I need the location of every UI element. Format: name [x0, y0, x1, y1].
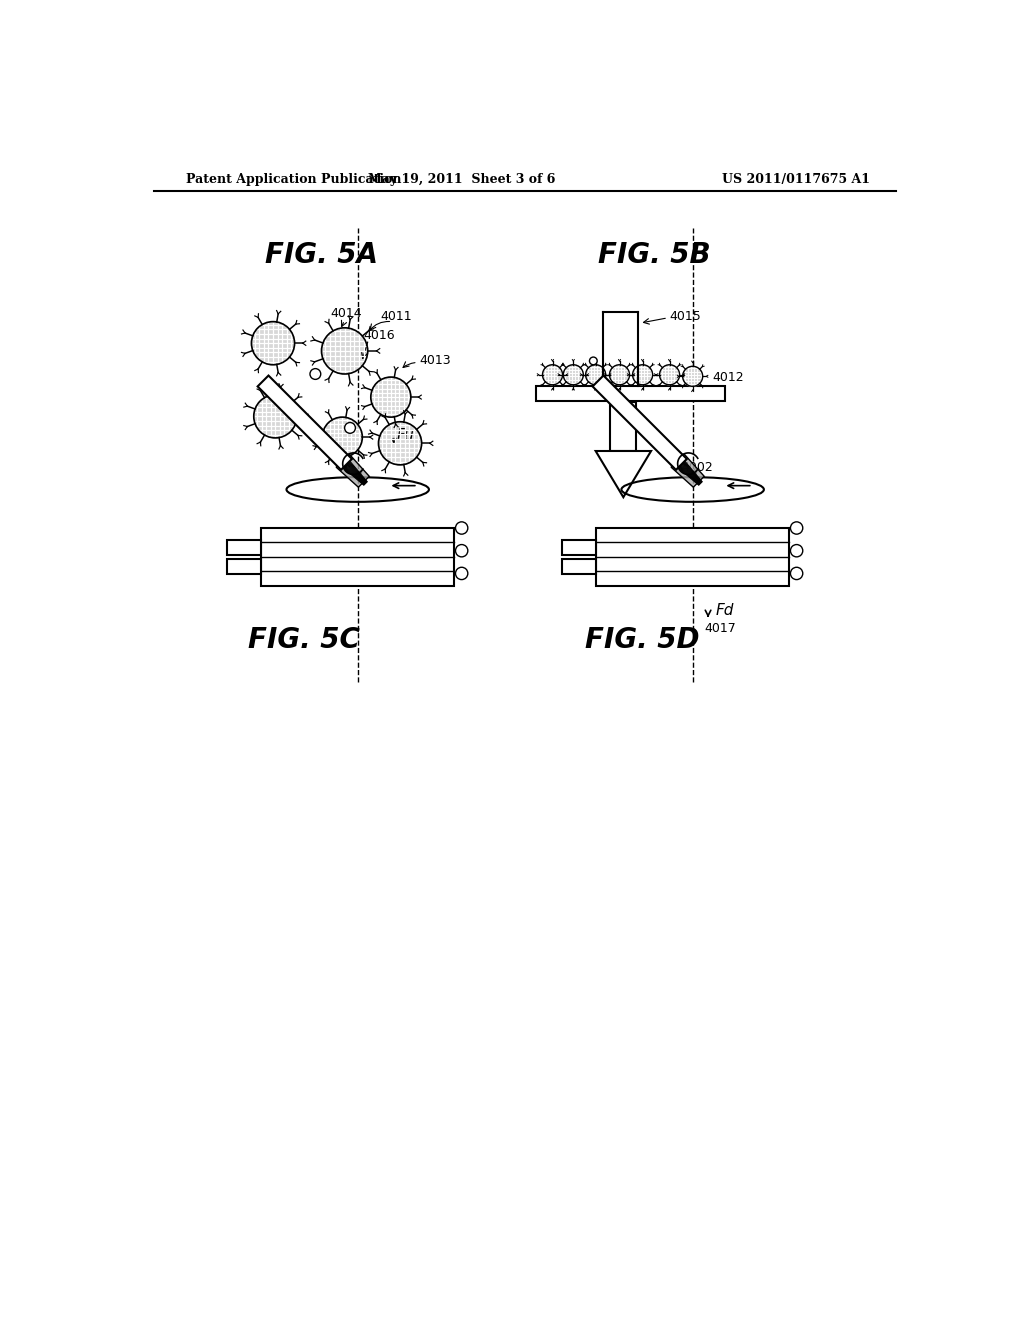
Bar: [537, 385, 725, 401]
Polygon shape: [336, 454, 370, 487]
Text: FIG. 5A: FIG. 5A: [265, 240, 378, 269]
Circle shape: [323, 417, 362, 457]
Circle shape: [371, 378, 411, 417]
Bar: [226, 540, 261, 554]
Circle shape: [609, 364, 630, 385]
Bar: [562, 540, 596, 554]
Text: 4015: 4015: [670, 310, 701, 323]
Circle shape: [586, 364, 605, 385]
Text: 4002: 4002: [681, 462, 713, 474]
Polygon shape: [593, 375, 687, 470]
Circle shape: [252, 322, 295, 364]
Circle shape: [543, 364, 562, 385]
Circle shape: [303, 421, 312, 430]
Circle shape: [456, 545, 468, 557]
Text: 4011: 4011: [380, 310, 412, 323]
Circle shape: [456, 521, 468, 535]
Circle shape: [379, 422, 422, 465]
Bar: [562, 558, 596, 574]
Text: 4017: 4017: [705, 622, 736, 635]
Text: 4014: 4014: [331, 308, 361, 321]
Text: FIG. 5D: FIG. 5D: [586, 626, 699, 653]
Circle shape: [791, 568, 803, 579]
Bar: [610, 403, 637, 451]
Circle shape: [254, 395, 297, 438]
Circle shape: [659, 364, 680, 385]
Bar: [261, 528, 454, 586]
Text: FIG. 5B: FIG. 5B: [598, 240, 711, 269]
Text: Patent Application Publication: Patent Application Publication: [186, 173, 401, 186]
Circle shape: [791, 521, 803, 535]
Polygon shape: [258, 375, 352, 470]
Text: 4013: 4013: [419, 354, 451, 367]
Text: Fd: Fd: [716, 603, 734, 618]
Circle shape: [563, 364, 584, 385]
Circle shape: [456, 568, 468, 579]
Circle shape: [791, 545, 803, 557]
Text: Fu: Fu: [396, 428, 414, 444]
Text: May 19, 2011  Sheet 3 of 6: May 19, 2011 Sheet 3 of 6: [368, 173, 555, 186]
Bar: [596, 528, 788, 586]
Circle shape: [310, 368, 321, 379]
Circle shape: [683, 367, 702, 387]
Circle shape: [322, 327, 368, 374]
Text: US 2011/0117675 A1: US 2011/0117675 A1: [722, 173, 869, 186]
Circle shape: [590, 358, 597, 364]
Text: 4016: 4016: [364, 329, 395, 342]
Text: 4012: 4012: [712, 371, 743, 384]
Polygon shape: [671, 454, 705, 487]
Polygon shape: [596, 451, 651, 498]
Bar: [226, 558, 261, 574]
Circle shape: [345, 422, 355, 433]
Text: FIG. 5C: FIG. 5C: [248, 626, 359, 653]
Circle shape: [633, 364, 652, 385]
